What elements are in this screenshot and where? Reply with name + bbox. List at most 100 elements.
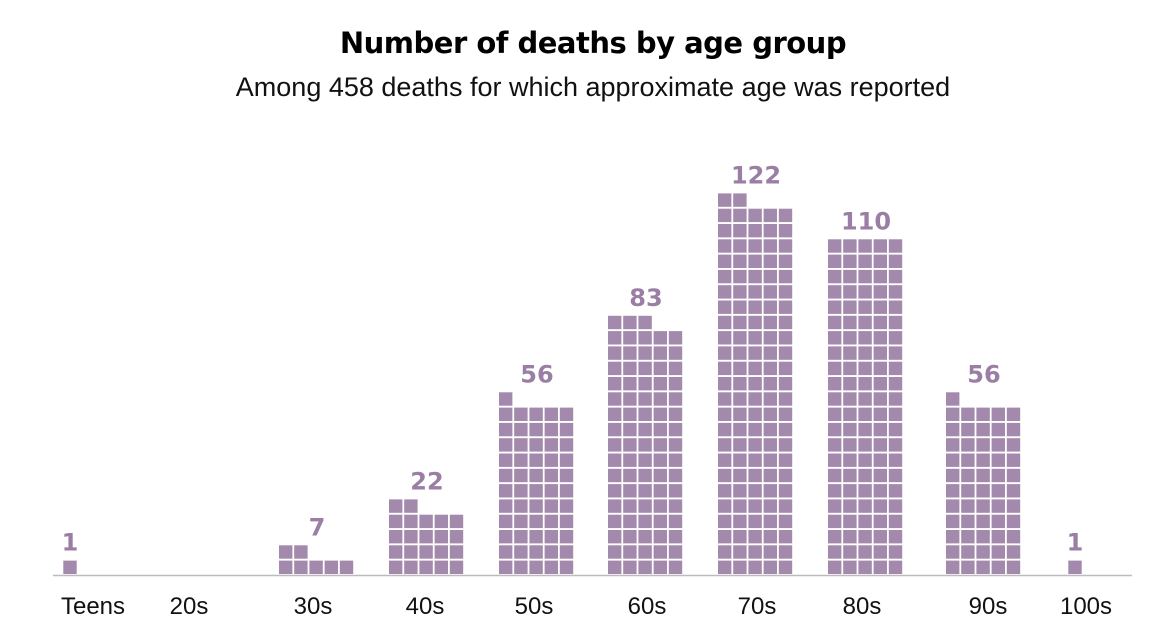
bar-square [961,468,975,483]
bar-square [499,514,513,529]
bar-square [748,361,762,376]
category-label: 60s [628,593,667,620]
bar-square [638,392,652,406]
bar-square [718,545,732,559]
bar-square [858,530,872,544]
bar-square [514,560,528,574]
bar-square [778,514,793,529]
bar-square [763,224,777,238]
bar-square [888,239,903,253]
bar-square [888,453,903,467]
bar-square [778,453,793,467]
bar-square [828,361,842,376]
bar-square [888,468,903,483]
bar-square [653,499,667,513]
bar-square [733,422,747,437]
bar-square [763,392,777,406]
bar-square [946,499,960,513]
bar-square [668,484,683,498]
bar-square [733,346,747,360]
bar-square [638,377,652,391]
bar-square [608,407,622,421]
bar-square [668,514,683,529]
bar-square [858,560,872,574]
bar-square [748,545,762,559]
bar-square [608,499,622,513]
value-label: 1 [62,529,79,557]
bar-square [976,560,990,574]
bar-square [1006,484,1021,498]
bar-square [1006,468,1021,483]
bar-square [828,468,842,483]
bar-square [763,239,777,253]
bar-square [763,438,777,452]
bar-square [544,484,558,498]
bar-square [733,269,747,284]
bar-square [559,560,574,574]
bar-square [529,484,543,498]
bar-square [499,484,513,498]
bar-square [748,514,762,529]
bar-square [888,438,903,452]
bar-square [873,545,887,559]
bar-square [888,269,903,284]
bar-square [873,361,887,376]
bar-square [638,331,652,345]
bar-square [638,438,652,452]
bar-square [499,468,513,483]
bar-square [653,392,667,406]
chart-title: Number of deaths by age group [339,26,847,60]
bar-square [858,269,872,284]
bar-square [544,560,558,574]
bar-square [608,530,622,544]
bar-square [873,254,887,268]
bar-square [858,239,872,253]
bar-square [778,422,793,437]
bar-square [748,453,762,467]
bar-square [1006,560,1021,574]
bar-square [499,422,513,437]
bar-square [843,285,857,299]
bar-square [733,315,747,330]
bar-square [873,346,887,360]
bar-square [748,346,762,360]
bar-square [559,484,574,498]
bar-square [748,392,762,406]
bar-square [718,269,732,284]
bar-square [946,453,960,467]
bar-square [608,545,622,559]
bar-square [623,438,637,452]
category-label: 20s [170,593,209,620]
bar-square [733,438,747,452]
bar-square [733,499,747,513]
bar-square [653,407,667,421]
bar-square [778,285,793,299]
bar-square [873,300,887,314]
bar-square [339,560,354,574]
bar-square [828,530,842,544]
bar-square [991,514,1005,529]
bar-square [873,331,887,345]
bar-square [828,254,842,268]
category-label: 70s [738,593,777,620]
bar-square [888,377,903,391]
bar-square [763,422,777,437]
bar-square [961,560,975,574]
value-label: 7 [309,513,326,541]
bar-square [778,269,793,284]
bar-square [763,499,777,513]
bar-square [961,484,975,498]
bar-square [404,514,418,529]
bar-square [733,530,747,544]
bar-square [961,438,975,452]
bar-square [638,361,652,376]
bar-square [946,484,960,498]
bar-square [888,484,903,498]
bar-square [843,499,857,513]
bar-group-teens [63,560,77,574]
bar-square [718,484,732,498]
bar-square [828,438,842,452]
bar-square [858,514,872,529]
bar-square [608,346,622,360]
bar-square [763,346,777,360]
